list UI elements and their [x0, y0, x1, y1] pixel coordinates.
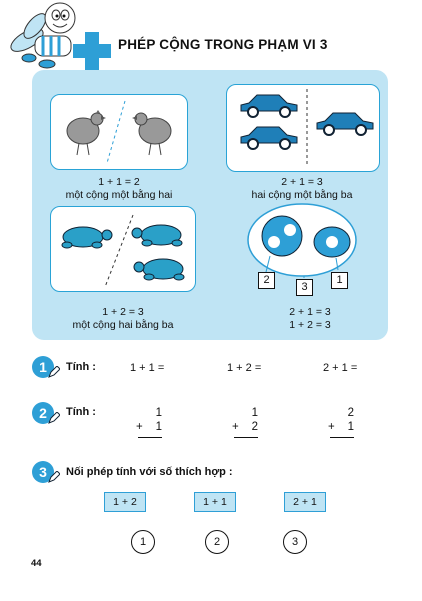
pencil-icon [48, 412, 60, 424]
hen-icon [132, 112, 172, 156]
dots-expression-1: 2 + 1 = 3 [289, 306, 331, 318]
number-circle[interactable]: 3 [283, 530, 307, 554]
label-box-2: 2 [258, 272, 275, 289]
vertical-sum: 2 +1 [328, 406, 354, 438]
sum-top: 1 [155, 407, 162, 419]
turtle-icon [131, 224, 183, 247]
turtles-caption: 1 + 2 = 3 một cộng hai bằng ba [48, 306, 198, 332]
label-box-1: 1 [331, 272, 348, 289]
turtle-icon [133, 258, 185, 281]
hens-text: một cộng một bằng hai [65, 189, 173, 201]
exercise-1-number: 1 [32, 356, 54, 378]
plus-sign: + [232, 421, 239, 433]
hens-caption: 1 + 1 = 2 một cộng một bằng hai [48, 176, 190, 202]
dots-caption: 2 + 1 = 3 1 + 2 = 3 [250, 306, 370, 332]
turtles-card [50, 206, 196, 292]
cars-text: hai cộng một bằng ba [251, 189, 353, 201]
hen-icon [66, 110, 106, 156]
cars-card [226, 84, 380, 172]
turtles-expression: 1 + 2 = 3 [102, 306, 144, 318]
sum-bottom: 2 [251, 421, 258, 433]
exercise-1-label: Tính : [66, 361, 96, 373]
label-box-3: 3 [296, 279, 313, 296]
plus-sign: + [136, 421, 143, 433]
car-icon [240, 94, 298, 118]
number-circle[interactable]: 1 [131, 530, 155, 554]
page-title: PHÉP CỘNG TRONG PHẠM VI 3 [118, 37, 328, 52]
turtle-icon [61, 226, 113, 249]
cars-expression: 2 + 1 = 3 [281, 176, 323, 188]
bee-mascot-icon [10, 2, 111, 70]
number-circle[interactable]: 2 [205, 530, 229, 554]
exercise-2-number: 2 [32, 402, 54, 424]
turtles-illustration [61, 214, 185, 288]
vertical-sum: 1 +2 [232, 406, 258, 438]
plus-sign: + [328, 421, 335, 433]
exercise-3-label: Nối phép tính với số thích hợp : [66, 466, 233, 478]
pencil-icon [48, 471, 60, 483]
hens-expression: 1 + 1 = 2 [98, 176, 140, 188]
car-icon [316, 112, 374, 136]
dots-diagram [247, 203, 357, 278]
sum-bottom: 1 [347, 421, 354, 433]
page-number: 44 [31, 558, 42, 569]
exercise-3-number: 3 [32, 461, 54, 483]
sum-top: 2 [347, 407, 354, 419]
expression-box[interactable]: 2 + 1 [284, 492, 326, 512]
pencil-icon [48, 366, 60, 378]
cars-illustration [240, 89, 374, 167]
hens-illustration [66, 100, 172, 164]
exercise-1-item: 1 + 1 = [130, 362, 165, 374]
exercise-2-label: Tính : [66, 406, 96, 418]
hens-card [50, 94, 188, 170]
exercise-1-item: 1 + 2 = [227, 362, 262, 374]
sum-bottom: 1 [155, 421, 162, 433]
cars-caption: 2 + 1 = 3 hai cộng một bằng ba [226, 176, 378, 202]
expression-box[interactable]: 1 + 1 [194, 492, 236, 512]
sum-top: 1 [251, 407, 258, 419]
car-icon [240, 126, 298, 150]
expression-box[interactable]: 1 + 2 [104, 492, 146, 512]
vertical-sum: 1 +1 [136, 406, 162, 438]
turtles-text: một cộng hai bằng ba [72, 319, 174, 331]
dots-expression-2: 1 + 2 = 3 [289, 319, 331, 331]
exercise-1-item: 2 + 1 = [323, 362, 358, 374]
